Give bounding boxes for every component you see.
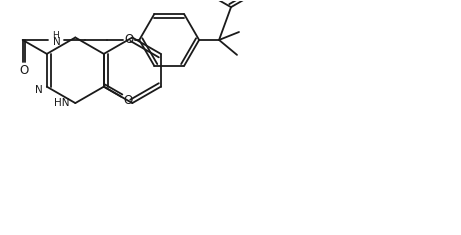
Text: O: O	[124, 94, 133, 107]
Text: N: N	[53, 37, 60, 47]
Text: N: N	[35, 85, 43, 95]
Text: O: O	[124, 33, 134, 47]
Text: O: O	[19, 64, 28, 77]
Text: HN: HN	[54, 98, 69, 108]
Text: H: H	[53, 31, 59, 40]
